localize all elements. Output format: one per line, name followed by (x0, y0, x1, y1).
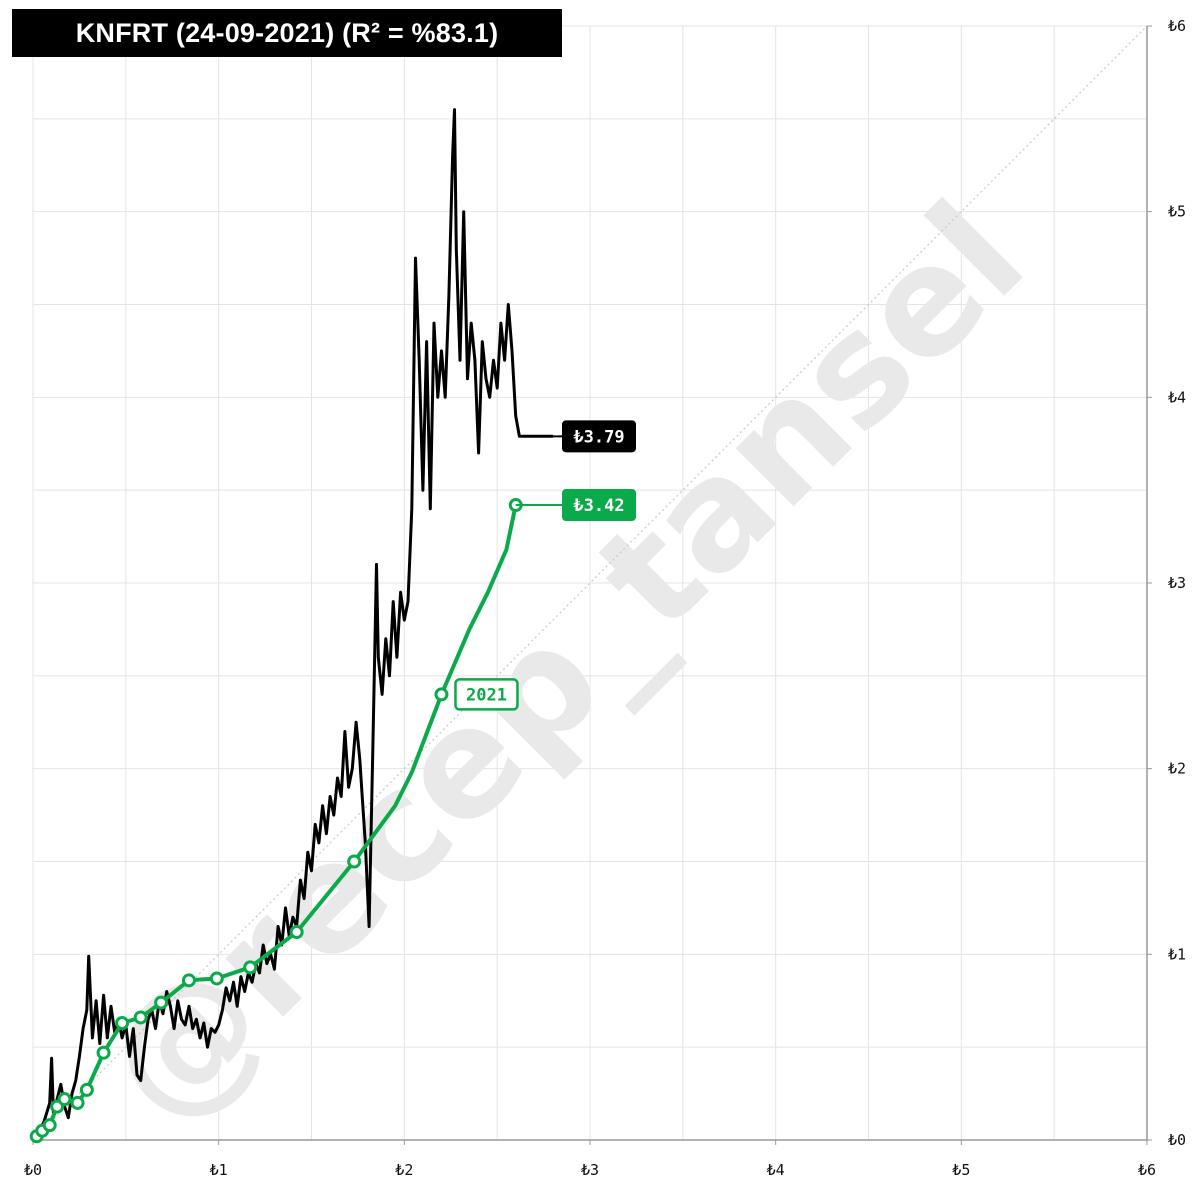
year-annotation-text: 2021 (466, 685, 507, 705)
trend-point-marker (79, 1082, 94, 1097)
trend-point-marker (115, 1016, 130, 1031)
y-tick-label: ₺0 (1168, 1131, 1186, 1149)
trend-point-marker (96, 1045, 111, 1060)
trend-point-marker (347, 854, 362, 869)
trend-point-marker (289, 925, 304, 940)
labels-layer: ₺3.79 ₺3.42 2021 (454, 420, 636, 711)
y-tick-label: ₺2 (1168, 760, 1186, 778)
year-annotation-box (454, 678, 519, 711)
trend-point-marker (434, 687, 449, 702)
trend-point-marker (42, 1118, 57, 1133)
y-tick-label: ₺6 (1168, 17, 1186, 35)
series-layer (29, 108, 553, 1144)
x-tick-label: ₺3 (581, 1161, 599, 1179)
y-tick-label: ₺1 (1168, 945, 1186, 963)
y-tick-label: ₺3 (1168, 574, 1186, 592)
y-tick-label: ₺4 (1168, 388, 1186, 406)
trend-point-marker (70, 1095, 85, 1110)
x-tick-label: ₺1 (210, 1161, 228, 1179)
trend-end-label-box (562, 489, 636, 522)
y-tick-label: ₺5 (1168, 203, 1186, 221)
grid (32, 25, 1148, 1141)
x-tick-label: ₺2 (395, 1161, 413, 1179)
trend-point-marker (209, 971, 224, 986)
trend-point-marker (57, 1092, 72, 1107)
x-tick-label: ₺4 (767, 1161, 785, 1179)
price-end-label-box (562, 420, 636, 453)
trend-point-marker (133, 1010, 148, 1025)
trend-point-marker (243, 960, 258, 975)
trend-point-marker (181, 973, 196, 988)
trend-end-label-text: ₺3.42 (573, 496, 624, 516)
price-end-label-text: ₺3.79 (573, 427, 624, 447)
trend-point-marker (154, 995, 169, 1010)
axes: ₺0 ₺1 ₺2 ₺3 ₺4 ₺5 ₺6 ₺0 ₺1 ₺2 ₺3 ₺4 ₺5 ₺6 (24, 17, 1186, 1179)
x-tick-label: ₺6 (1138, 1161, 1156, 1179)
x-tick-label: ₺5 (952, 1161, 970, 1179)
chart-title: KNFRT (24-09-2021) (R² = %83.1) (12, 9, 562, 57)
x-tick-label: ₺0 (24, 1161, 42, 1179)
